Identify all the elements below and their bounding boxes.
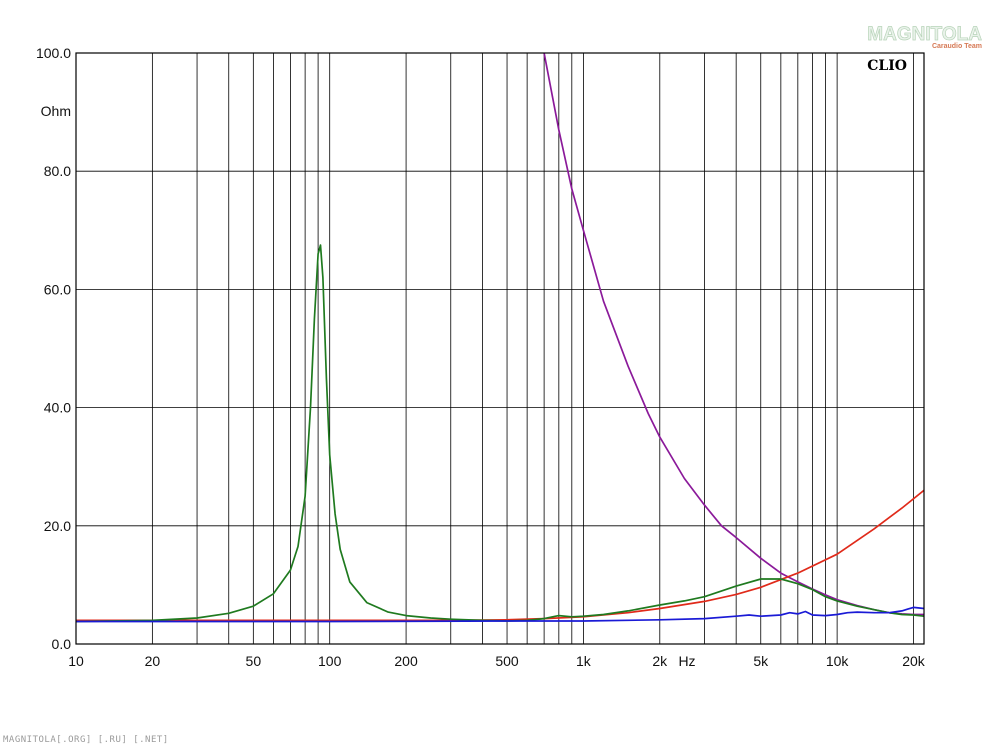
watermark-subtitle: Caraudio Team (932, 43, 982, 50)
y-tick-labels: 0.0 20.0 40.0 60.0 80.0 100.0 (36, 45, 71, 652)
y-tick-label: 80.0 (44, 163, 71, 179)
y-tick-label: 60.0 (44, 281, 71, 297)
y-tick-label: 20.0 (44, 518, 71, 534)
x-tick-label: 10 (68, 653, 84, 669)
y-tick-label: 100.0 (36, 45, 71, 61)
clio-brand-label: CLIO (867, 58, 907, 74)
impedance-curve-2 (76, 489, 924, 622)
x-tick-label: 200 (394, 653, 418, 669)
x-tick-label: 50 (246, 653, 262, 669)
impedance-curve-4 (76, 606, 924, 623)
grid (76, 53, 924, 644)
series-layer (76, 53, 924, 623)
x-tick-label: 20 (145, 653, 161, 669)
footer-text: MAGNITOLA[.ORG] [.RU] [.NET] (3, 735, 169, 745)
x-tick-label: 100 (318, 653, 342, 669)
x-tick-label: 2k (652, 653, 668, 669)
y-unit-label: Ohm (41, 103, 71, 119)
y-tick-label: 40.0 (44, 400, 71, 416)
x-tick-label: 10k (826, 653, 850, 669)
plot-frame (75, 52, 925, 645)
x-tick-label: 1k (576, 653, 592, 669)
x-tick-labels: 10 20 50 100 200 500 1k 2k 5k 10k 20k (68, 653, 926, 669)
x-tick-label: 20k (902, 653, 926, 669)
x-tick-label: 500 (495, 653, 519, 669)
x-tick-label: 5k (753, 653, 769, 669)
x-unit-label: Hz (678, 653, 695, 669)
magnitola-logo: MAGNITOLA Caraudio Team (867, 24, 983, 50)
y-tick-label: 0.0 (52, 636, 72, 652)
watermark-title: MAGNITOLA (867, 24, 982, 45)
